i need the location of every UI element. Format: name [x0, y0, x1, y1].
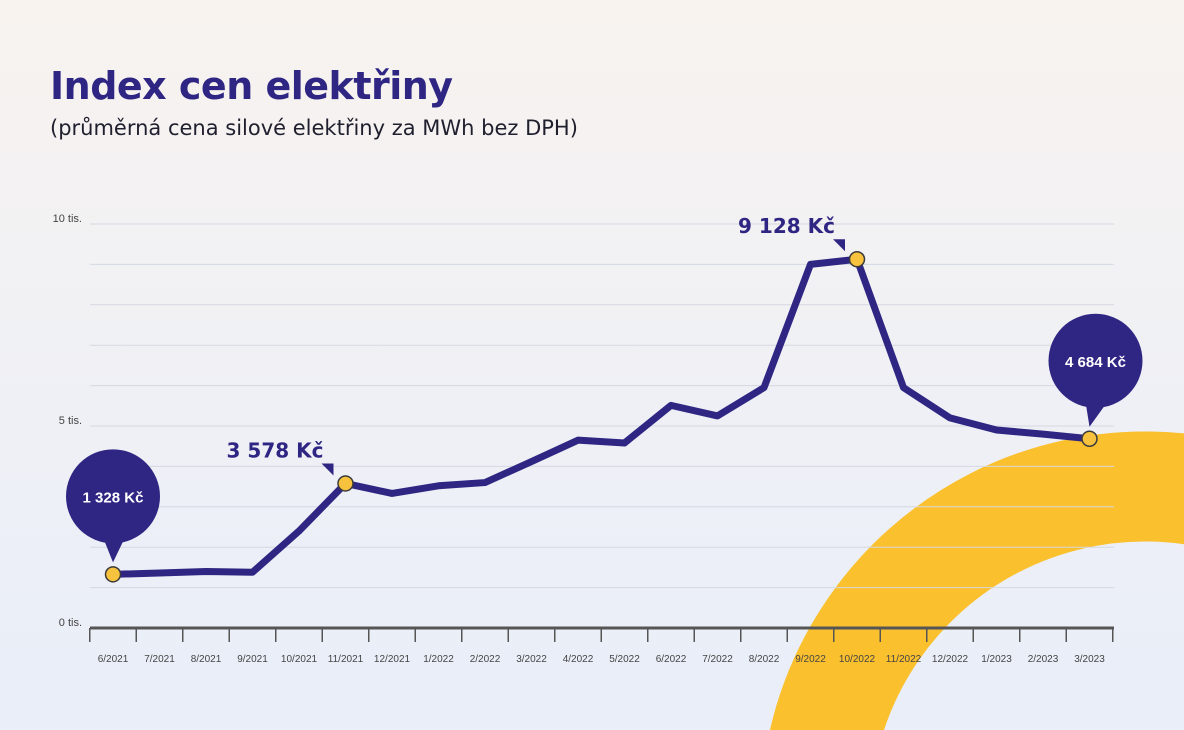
x-tick-label: 3/2022 [516, 654, 547, 665]
data-label: 3 578 Kč [227, 438, 324, 462]
value-bubble [66, 449, 160, 544]
x-tick-label: 6/2021 [98, 654, 129, 665]
bubble-pointer [1085, 401, 1108, 427]
x-tick-label: 6/2022 [656, 654, 687, 665]
chart-title: Index cen elektřiny [50, 64, 453, 108]
annotations: 1 328 Kč 3 578 Kč 9 128 Kč 4 684 Kč [66, 214, 1143, 583]
x-tick-label: 9/2022 [795, 654, 826, 665]
data-label: 9 128 Kč [738, 214, 835, 238]
bubble-pointer [103, 537, 125, 563]
x-tick-label: 3/2023 [1074, 654, 1105, 665]
data-label: 4 684 Kč [1065, 354, 1126, 371]
x-tick-label: 10/2022 [839, 654, 876, 665]
chart-subtitle: (průměrná cena silové elektřiny za MWh b… [50, 116, 578, 140]
x-tick-label: 1/2023 [981, 654, 1012, 665]
highlight-marker [848, 250, 866, 268]
x-tick-label: 5/2022 [609, 654, 640, 665]
x-tick-label: 12/2021 [374, 654, 411, 665]
x-tick-label: 11/2021 [328, 654, 364, 665]
x-tick-label: 7/2022 [702, 654, 733, 665]
x-tick-label: 4/2022 [563, 654, 594, 665]
x-tick-label: 8/2021 [191, 654, 222, 665]
x-tick-label: 8/2022 [749, 654, 780, 665]
x-tick-label: 2/2022 [470, 654, 501, 665]
decorative-arc [770, 431, 1184, 730]
data-label: 1 328 Kč [83, 489, 144, 506]
y-tick-label: 0 tis. [59, 617, 82, 629]
grid-lines [90, 223, 1114, 589]
decorative-arc-shape [770, 431, 1184, 730]
x-tick-label: 11/2022 [886, 654, 922, 665]
axes: 0 tis. 5 tis. 10 tis. 6/2021 7/2021 8/2021 9/2… [53, 213, 1114, 665]
callout-arrow [321, 463, 334, 476]
x-tick-label: 2/2023 [1028, 654, 1059, 665]
y-tick-label: 10 tis. [53, 213, 82, 225]
value-bubble [1048, 313, 1143, 408]
series-line-layer [109, 255, 1093, 578]
highlight-marker [337, 475, 354, 492]
series-line [109, 255, 1093, 578]
callout-arrow [833, 239, 845, 252]
x-tick-label: 10/2021 [281, 654, 318, 665]
y-tick-label: 5 tis. [59, 415, 82, 427]
x-tick-label: 9/2021 [237, 654, 268, 665]
x-tick-label: 1/2022 [423, 654, 454, 665]
x-tick-label: 12/2022 [932, 654, 969, 665]
highlight-marker [104, 566, 122, 583]
x-tick-label: 7/2021 [144, 654, 175, 665]
highlight-marker [1081, 430, 1098, 448]
